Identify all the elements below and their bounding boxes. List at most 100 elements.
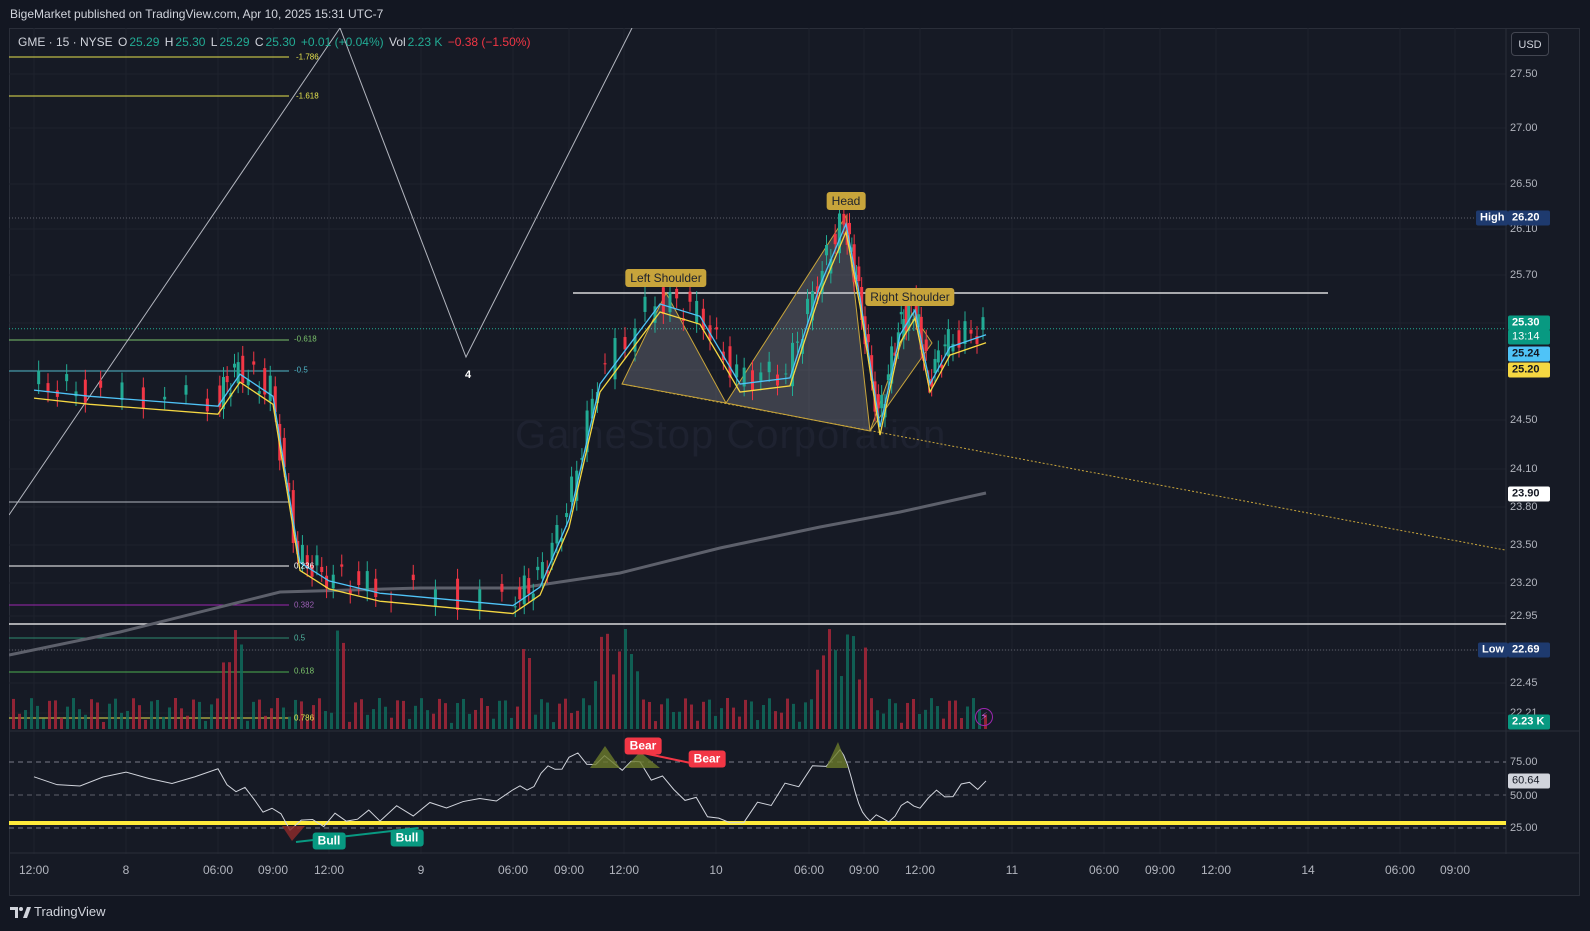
volume-bar — [162, 716, 165, 729]
candle-body — [320, 566, 324, 573]
volume-bar — [348, 721, 351, 729]
volume-bar — [108, 703, 111, 729]
ma-slow-tag: 25.20 — [1508, 362, 1550, 378]
volume-bar — [708, 699, 711, 729]
volume-bar — [828, 629, 831, 729]
candle-body — [917, 314, 921, 328]
candle-body — [893, 352, 897, 356]
volume-bar — [468, 713, 471, 729]
time-tick: 11 — [1005, 863, 1019, 877]
price-tick: 27.50 — [1510, 68, 1538, 80]
volume-bar — [432, 713, 435, 729]
fib-level-label: 0.382 — [294, 600, 315, 610]
rsi-tick: 50.00 — [1510, 790, 1538, 802]
head-label[interactable]: Head — [826, 192, 866, 210]
chart-canvas[interactable] — [9, 28, 1580, 896]
candle-body — [120, 382, 124, 400]
price-tick: 24.10 — [1510, 463, 1538, 475]
candle-body — [603, 363, 607, 365]
volume-bar — [246, 720, 249, 729]
tradingview-brand[interactable]: TradingView — [10, 904, 106, 919]
candle-body — [848, 222, 851, 235]
volume-bar — [750, 701, 753, 729]
candle-body — [675, 288, 679, 299]
volume-bar — [480, 698, 483, 729]
candle-body — [536, 566, 540, 571]
candle-body — [522, 575, 526, 605]
volume-bar — [60, 717, 63, 729]
lightning-alert-icon[interactable]: ⚡ — [975, 708, 993, 726]
candle-body — [273, 386, 277, 412]
price-tick: 22.95 — [1510, 610, 1538, 622]
candle-body — [141, 387, 145, 409]
candle-body — [852, 244, 856, 282]
right-shoulder-label[interactable]: Right Shoulder — [865, 288, 955, 306]
legend-l-value: 25.29 — [219, 35, 250, 49]
candle-body — [550, 542, 554, 561]
candle-body — [957, 330, 961, 348]
volume-bar — [132, 698, 135, 729]
candle-body — [643, 296, 647, 312]
volume-bar — [42, 718, 45, 729]
candle-body — [623, 337, 627, 350]
volume-bar — [870, 698, 873, 729]
volume-bar — [264, 715, 267, 729]
fib-level-label: -1.786 — [296, 52, 319, 62]
candle-body — [715, 327, 719, 330]
volume-bar — [102, 721, 105, 729]
candle-body — [257, 391, 261, 394]
volume-bar — [630, 654, 633, 729]
candle-body — [927, 380, 931, 383]
volume-bar — [846, 634, 849, 729]
volume-bar — [594, 681, 597, 729]
volume-bar — [84, 714, 87, 729]
volume-bar — [510, 717, 513, 729]
time-tick: 12:00 — [608, 863, 640, 877]
oversold-fill — [282, 826, 305, 841]
ma-fast-line — [33, 221, 987, 607]
time-tick: 06:00 — [793, 863, 825, 877]
volume-bar — [864, 647, 867, 729]
fib-level-label: 0.786 — [294, 713, 315, 723]
volume-bar — [312, 705, 315, 729]
volume-bar — [330, 712, 333, 729]
volume-tag: 2.23 K — [1508, 714, 1550, 730]
time-tick: 06:00 — [1384, 863, 1416, 877]
candle-body — [842, 213, 846, 225]
volume-bar — [804, 702, 807, 729]
volume-bar — [474, 709, 477, 729]
time-tick: 09:00 — [1439, 863, 1471, 877]
volume-bar — [138, 705, 141, 729]
candle-body — [374, 578, 378, 598]
volume-bar — [150, 701, 153, 729]
volume-bar — [222, 662, 225, 729]
time-tick: 09:00 — [848, 863, 880, 877]
volume-bar — [546, 702, 549, 729]
volume-bar — [948, 700, 951, 729]
price-tick: 25.70 — [1510, 269, 1538, 281]
left-shoulder-label[interactable]: Left Shoulder — [625, 269, 707, 287]
candle-body — [951, 343, 955, 352]
volume-bar — [906, 702, 909, 729]
volume-bar — [396, 700, 399, 729]
overbought-fill — [826, 742, 848, 768]
candle-body — [811, 291, 814, 321]
currency-button[interactable]: USD — [1511, 32, 1549, 56]
candle-body — [241, 355, 245, 384]
candle-body — [914, 295, 918, 321]
trend-projection — [621, 383, 1506, 551]
volume-bar — [666, 698, 669, 729]
volume-bar — [216, 698, 219, 729]
volume-bar — [354, 702, 357, 729]
price-tick: 23.20 — [1510, 577, 1538, 589]
volume-bar — [882, 713, 885, 729]
candle-body — [325, 575, 329, 589]
volume-bar — [30, 698, 33, 729]
chart-frame[interactable] — [9, 28, 1580, 896]
candle-body — [946, 329, 950, 357]
symbol-legend[interactable]: GME · 15 · NYSE O 25.29 H 25.30 L 25.29 C 25… — [18, 34, 532, 50]
volume-bar — [324, 711, 327, 729]
volume-bar — [420, 698, 423, 729]
candle-body — [585, 410, 589, 453]
legend-symbol[interactable]: GME · 15 · NYSE — [18, 35, 113, 49]
